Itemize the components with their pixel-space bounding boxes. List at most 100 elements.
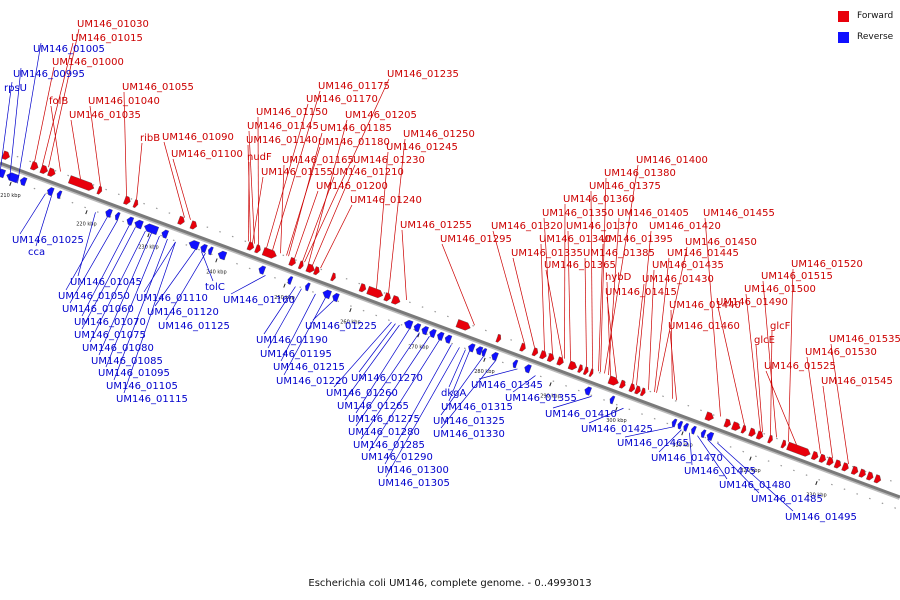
forward-label-16: UM146_01185 [320, 123, 392, 134]
reverse-gene-26 [468, 343, 476, 353]
forward-label-41: UM146_01395 [601, 234, 673, 245]
forward-leader-40 [540, 243, 545, 352]
forward-gene-36 [634, 385, 641, 395]
reverse-label-5: UM146_01045 [70, 277, 142, 288]
forward-gene-53 [858, 468, 866, 478]
reverse-leader-43 [658, 429, 682, 453]
forward-gene-41 [740, 424, 747, 434]
forward-label-7: ribB [140, 133, 160, 144]
legend-forward: Forward [838, 9, 893, 23]
forward-leader-28 [401, 229, 407, 301]
forward-gene-9 [189, 220, 198, 230]
tick-label: 310 kbp [672, 443, 692, 449]
forward-leader-62 [822, 385, 833, 459]
forward-label-55: UM146_01490 [716, 297, 788, 308]
forward-label-32: UM146_01375 [589, 181, 661, 192]
forward-gene-32 [588, 368, 594, 377]
reverse-label-16: tolC [205, 282, 225, 293]
forward-gene-30 [577, 364, 583, 373]
tick-mark [349, 308, 352, 313]
forward-gene-40 [731, 421, 741, 431]
reverse-leader-27 [344, 324, 400, 401]
forward-leader-26 [294, 190, 319, 259]
reverse-label-14: UM146_01115 [116, 394, 188, 405]
reverse-label-23: UM146_01215 [273, 362, 345, 373]
forward-label-36: UM146_01455 [703, 208, 775, 219]
forward-leader-46 [545, 269, 563, 358]
reverse-label-9: UM146_01075 [74, 330, 146, 341]
forward-gene-54 [866, 471, 874, 481]
reverse-gene-12 [200, 244, 208, 254]
reverse-gene-16 [287, 276, 294, 285]
reverse-label-24: UM146_01220 [276, 376, 348, 387]
forward-label-24: UM146_01155 [261, 167, 333, 178]
forward-leader-29 [441, 243, 475, 326]
forward-swatch [838, 10, 849, 22]
reverse-label-11: UM146_01085 [91, 356, 163, 367]
forward-label-17: UM146_01140 [246, 135, 318, 146]
reverse-label-15: UM146_01110 [136, 293, 208, 304]
reverse-leader-17 [154, 249, 196, 307]
reverse-label-6: UM146_01050 [58, 291, 130, 302]
forward-label-52: UM146_01415 [605, 287, 677, 298]
forward-leader-44 [584, 257, 587, 367]
reverse-gene-17 [305, 282, 311, 292]
reverse-gene-7 [126, 216, 135, 226]
forward-label-54: UM146_01440 [669, 300, 741, 311]
reverse-label-34: dkgA [441, 388, 466, 399]
forward-gene-51 [841, 462, 849, 472]
reverse-label-29: UM146_01280 [348, 427, 420, 438]
forward-leader-13 [257, 116, 259, 246]
reverse-gene-2 [19, 177, 28, 187]
reverse-label-3: UM146_01025 [12, 235, 84, 246]
reverse-label-39: UM146_01355 [505, 393, 577, 404]
reverse-label-1: UM146_00995 [13, 69, 85, 80]
reverse-leader-3 [19, 193, 46, 235]
forward-leader-15 [248, 130, 255, 244]
forward-label-2: UM146_01000 [52, 57, 124, 68]
forward-gene-19 [366, 286, 384, 299]
forward-leader-6 [123, 91, 127, 197]
forward-leader-50 [632, 283, 645, 384]
reverse-leader-33 [385, 347, 460, 478]
forward-label-6: UM146_01055 [122, 82, 194, 93]
forward-gene-43 [755, 430, 764, 440]
forward-gene-7 [132, 199, 139, 208]
reverse-leader-18 [165, 252, 206, 321]
reverse-gene-25 [444, 334, 453, 344]
reverse-leader-23 [280, 293, 316, 362]
forward-gene-8 [177, 215, 185, 225]
forward-label-30: UM146_01400 [636, 155, 708, 166]
forward-gene-1 [30, 161, 39, 171]
forward-gene-46 [786, 441, 811, 457]
forward-label-8: UM146_01090 [162, 132, 234, 143]
forward-label-62: UM146_01545 [821, 376, 893, 387]
legend-reverse: Reverse [838, 30, 893, 44]
reverse-leader-28 [355, 328, 410, 414]
reverse-leader-14 [123, 241, 176, 394]
forward-gene-16 [313, 266, 320, 276]
reverse-leader-5 [77, 212, 96, 277]
forward-gene-4 [68, 175, 95, 191]
forward-gene-55 [873, 474, 882, 484]
forward-leader-39 [636, 230, 652, 386]
reverse-leader-37 [440, 360, 496, 429]
reverse-leader-0 [17, 42, 42, 184]
reverse-leader-13 [113, 238, 168, 381]
forward-leader-25 [302, 176, 335, 262]
reverse-leader-39 [512, 375, 536, 393]
legend-forward-label: Forward [857, 11, 894, 21]
forward-leader-47 [606, 281, 611, 376]
forward-leader-7 [136, 142, 143, 200]
reverse-gene-30 [512, 359, 519, 369]
reverse-leader-35 [448, 350, 470, 402]
forward-label-0: UM146_01030 [77, 19, 149, 30]
reverse-leader-40 [552, 396, 592, 409]
forward-leader-52 [606, 296, 617, 378]
forward-leader-38 [567, 230, 571, 361]
tick-label: 220 kbp [76, 221, 96, 227]
reverse-label-35: UM146_01315 [441, 402, 513, 413]
forward-gene-45 [780, 439, 787, 449]
tick-mark [815, 481, 818, 486]
forward-gene-37 [639, 387, 646, 397]
